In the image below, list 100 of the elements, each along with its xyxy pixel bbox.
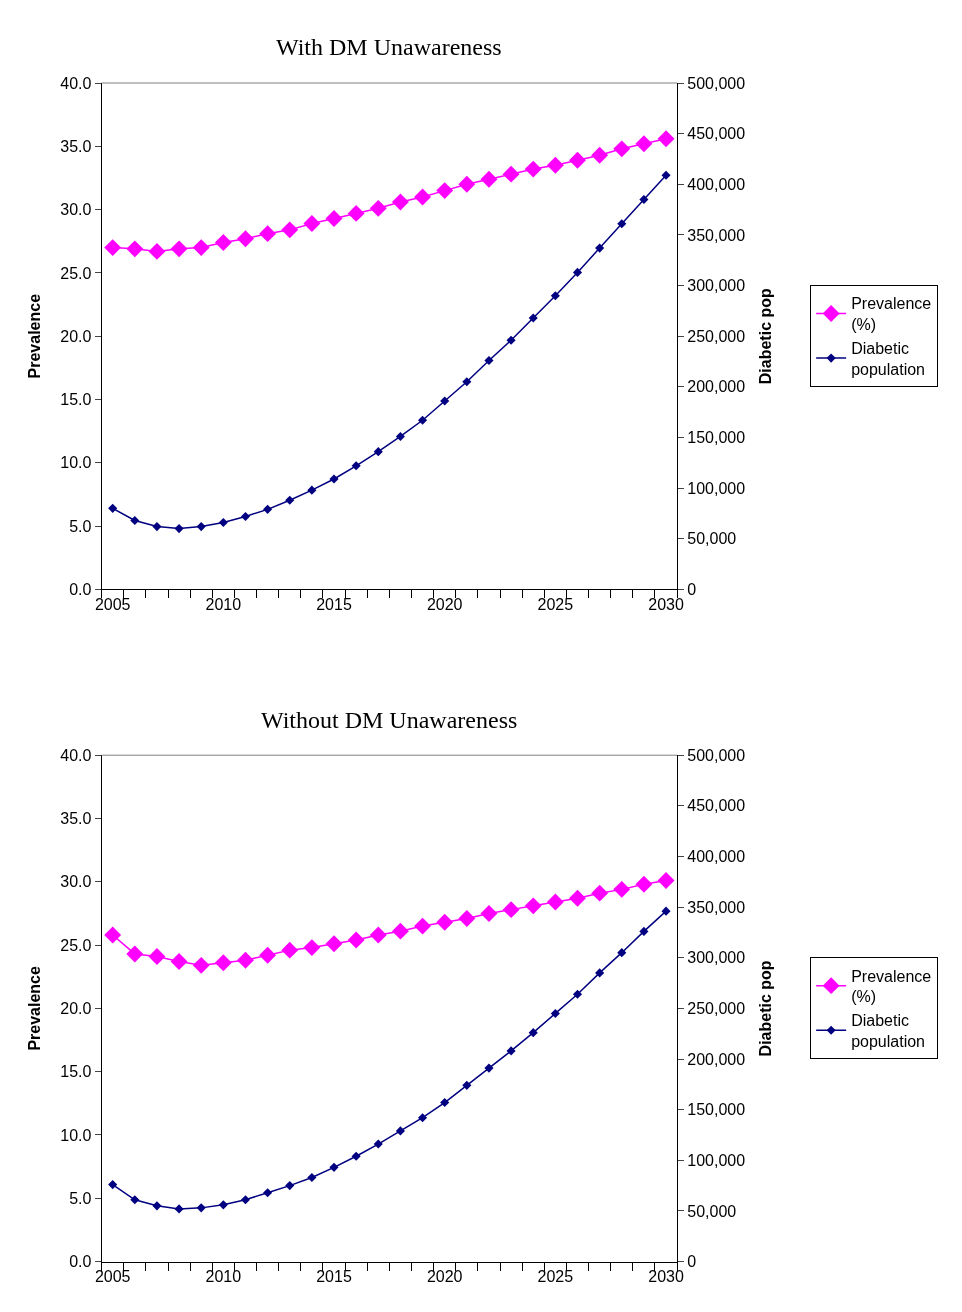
point	[240, 1195, 251, 1205]
point	[237, 951, 254, 969]
point	[502, 901, 520, 919]
point	[657, 130, 675, 148]
y-axis-title: Prevalence	[26, 293, 44, 379]
point	[325, 210, 343, 227]
point	[325, 935, 343, 953]
point	[613, 140, 631, 158]
y-tick-label: 0.0	[69, 580, 92, 598]
point	[639, 926, 649, 936]
point	[148, 948, 166, 965]
point	[395, 431, 405, 441]
legend-label: Diabetic population	[851, 1012, 925, 1050]
point	[108, 503, 118, 513]
y2-tick-label: 500,000	[687, 74, 746, 92]
y-tick-label: 10.0	[60, 454, 92, 472]
point	[329, 1162, 339, 1172]
point	[661, 170, 671, 180]
point	[458, 910, 476, 927]
point	[192, 956, 210, 974]
point	[148, 242, 166, 260]
y2-tick-label: 250,000	[687, 999, 746, 1017]
y-axis-title: Prevalence	[26, 966, 44, 1051]
y2-tick-label: 200,000	[687, 1050, 746, 1068]
point	[373, 447, 383, 457]
y2-tick-label: 50,000	[687, 530, 737, 548]
point	[569, 151, 586, 169]
point	[303, 939, 321, 957]
x-tick-label: 2005	[94, 595, 131, 613]
point	[152, 1201, 162, 1211]
point	[174, 524, 184, 534]
point	[462, 377, 472, 387]
y-tick-label: 20.0	[60, 999, 92, 1017]
chart-title: Without DM Unawareness	[261, 707, 518, 733]
y-tick-label: 30.0	[60, 873, 92, 891]
point	[373, 1139, 383, 1149]
y2-tick-label: 150,000	[687, 429, 746, 447]
point	[126, 240, 144, 258]
point	[108, 1180, 118, 1190]
point	[214, 954, 232, 972]
legend-label: Prevalence (%)	[851, 967, 932, 1006]
point	[639, 194, 649, 205]
point	[635, 135, 653, 153]
point	[418, 1113, 428, 1123]
point	[307, 1172, 317, 1183]
point	[285, 495, 295, 505]
y-tick-label: 25.0	[60, 264, 92, 282]
y2-tick-label: 400,000	[687, 175, 746, 193]
y-tick-label: 15.0	[60, 1063, 92, 1081]
point	[480, 904, 498, 922]
y-tick-label: 30.0	[60, 201, 92, 219]
point	[546, 893, 564, 911]
y2-tick-label: 50,000	[687, 1202, 737, 1220]
point	[152, 522, 162, 532]
point	[263, 504, 273, 514]
y-tick-label: 10.0	[60, 1126, 92, 1144]
point	[351, 461, 361, 471]
point	[458, 175, 476, 193]
y2-tick-label: 400,000	[687, 848, 746, 866]
point	[617, 219, 627, 229]
point	[506, 335, 516, 345]
point	[281, 221, 299, 239]
y-tick-label: 35.0	[60, 137, 92, 155]
point	[263, 1188, 273, 1198]
point	[259, 946, 277, 964]
point	[130, 1195, 140, 1205]
point	[572, 267, 583, 277]
x-tick-label: 2030	[648, 1267, 684, 1285]
point	[502, 165, 520, 183]
point	[218, 517, 228, 528]
point	[484, 355, 494, 366]
point	[130, 515, 140, 526]
point	[414, 917, 431, 935]
point	[170, 953, 188, 970]
point	[657, 872, 675, 889]
y2-tick-label: 100,000	[687, 479, 746, 497]
point	[440, 396, 450, 406]
y-tick-label: 40.0	[60, 746, 92, 764]
point	[196, 1203, 206, 1213]
point	[174, 1204, 184, 1214]
point	[635, 875, 653, 893]
point	[351, 1151, 361, 1161]
point	[661, 906, 671, 916]
y2-axis-title: Diabetic pop	[756, 287, 774, 385]
point	[126, 945, 144, 963]
point	[436, 182, 454, 200]
x-tick-label: 2010	[205, 1267, 242, 1285]
y2-tick-label: 250,000	[687, 327, 746, 345]
point	[214, 234, 232, 251]
y-tick-label: 0.0	[69, 1253, 92, 1271]
x-tick-label: 2015	[316, 595, 352, 613]
point	[391, 922, 409, 940]
point	[546, 156, 564, 174]
x-tick-label: 2025	[537, 1267, 574, 1285]
point	[569, 889, 586, 907]
y2-tick-label: 450,000	[687, 125, 746, 143]
x-tick-label: 2015	[316, 1267, 352, 1285]
point	[550, 1008, 560, 1018]
y2-tick-label: 350,000	[687, 226, 746, 244]
legend-label: Diabetic population	[851, 339, 925, 378]
